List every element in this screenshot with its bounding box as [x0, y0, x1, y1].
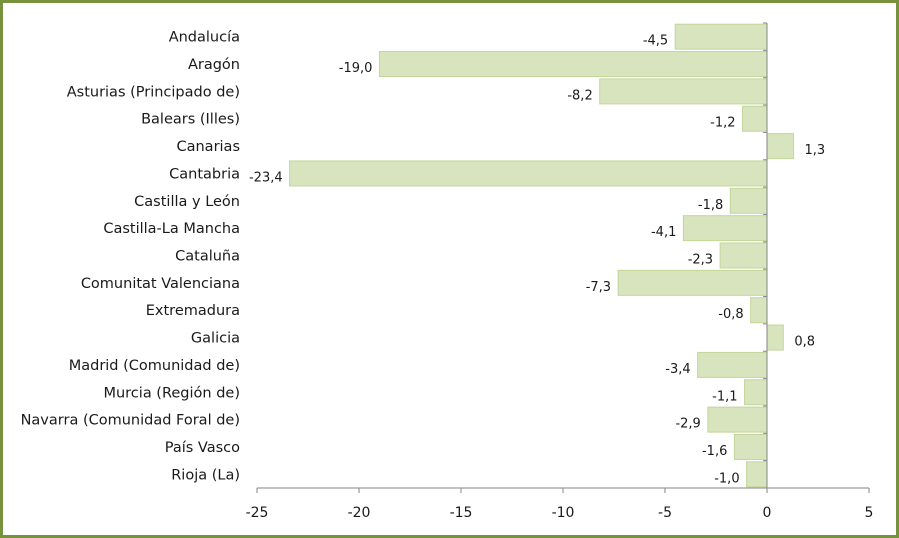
value-label-6: -1,8 — [698, 198, 723, 213]
category-label-15: País Vasco — [165, 440, 240, 456]
bar-6 — [729, 187, 768, 214]
category-label-8: Cataluña — [175, 249, 240, 265]
value-label-13: -1,1 — [712, 389, 737, 404]
category-label-3: Balears (Illes) — [141, 112, 240, 128]
value-label-15: -1,6 — [702, 444, 727, 459]
bar-12 — [697, 351, 768, 378]
value-label-12: -3,4 — [665, 362, 690, 377]
category-label-13: Murcia (Región de) — [103, 385, 240, 401]
bar-10 — [750, 297, 768, 324]
category-label-9: Comunitat Valenciana — [81, 276, 240, 292]
value-label-5: -23,4 — [249, 170, 283, 185]
category-label-11: Galicia — [191, 331, 240, 347]
category-label-7: Castilla-La Mancha — [103, 221, 240, 237]
category-label-10: Extremadura — [146, 303, 240, 319]
value-label-11: 0,8 — [794, 335, 815, 350]
bar-0 — [674, 23, 768, 50]
bar-7 — [682, 215, 768, 242]
value-label-1: -19,0 — [339, 61, 373, 76]
category-label-16: Rioja (La) — [171, 467, 240, 483]
bar-4 — [766, 133, 795, 160]
bar-14 — [707, 406, 768, 433]
category-label-5: Cantabria — [169, 166, 240, 182]
bar-11 — [766, 324, 784, 351]
category-label-6: Castilla y León — [134, 194, 240, 210]
bar-9 — [617, 269, 768, 296]
bar-8 — [719, 242, 768, 269]
category-label-2: Asturias (Principado de) — [67, 84, 240, 100]
category-label-1: Aragón — [188, 57, 240, 73]
x-tick-label-0: -25 — [246, 505, 269, 521]
bar-13 — [744, 379, 768, 406]
value-label-16: -1,0 — [714, 471, 739, 486]
bar-3 — [742, 105, 768, 132]
category-label-4: Canarias — [176, 139, 240, 155]
bar-5 — [289, 160, 768, 187]
x-tick-label-4: -5 — [658, 505, 672, 521]
value-label-3: -1,2 — [710, 116, 735, 131]
bar-15 — [733, 433, 768, 460]
value-label-4: 1,3 — [805, 143, 826, 158]
value-label-2: -8,2 — [567, 88, 592, 103]
value-label-8: -2,3 — [688, 253, 713, 268]
value-label-9: -7,3 — [586, 280, 611, 295]
value-label-7: -4,1 — [651, 225, 676, 240]
x-tick-label-2: -15 — [450, 505, 473, 521]
value-label-10: -0,8 — [718, 307, 743, 322]
bar-1 — [378, 51, 768, 78]
x-tick-label-3: -10 — [552, 505, 575, 521]
category-label-12: Madrid (Comunidad de) — [69, 358, 240, 374]
x-tick-label-1: -20 — [348, 505, 371, 521]
value-label-14: -2,9 — [675, 417, 700, 432]
x-tick-label-5: 0 — [763, 505, 772, 521]
bar-2 — [599, 78, 768, 105]
value-label-0: -4,5 — [643, 34, 668, 49]
bar-16 — [746, 461, 768, 488]
category-label-14: Navarra (Comunidad Foral de) — [21, 413, 240, 429]
x-tick-label-6: 5 — [865, 505, 874, 521]
category-label-0: Andalucía — [169, 30, 240, 46]
